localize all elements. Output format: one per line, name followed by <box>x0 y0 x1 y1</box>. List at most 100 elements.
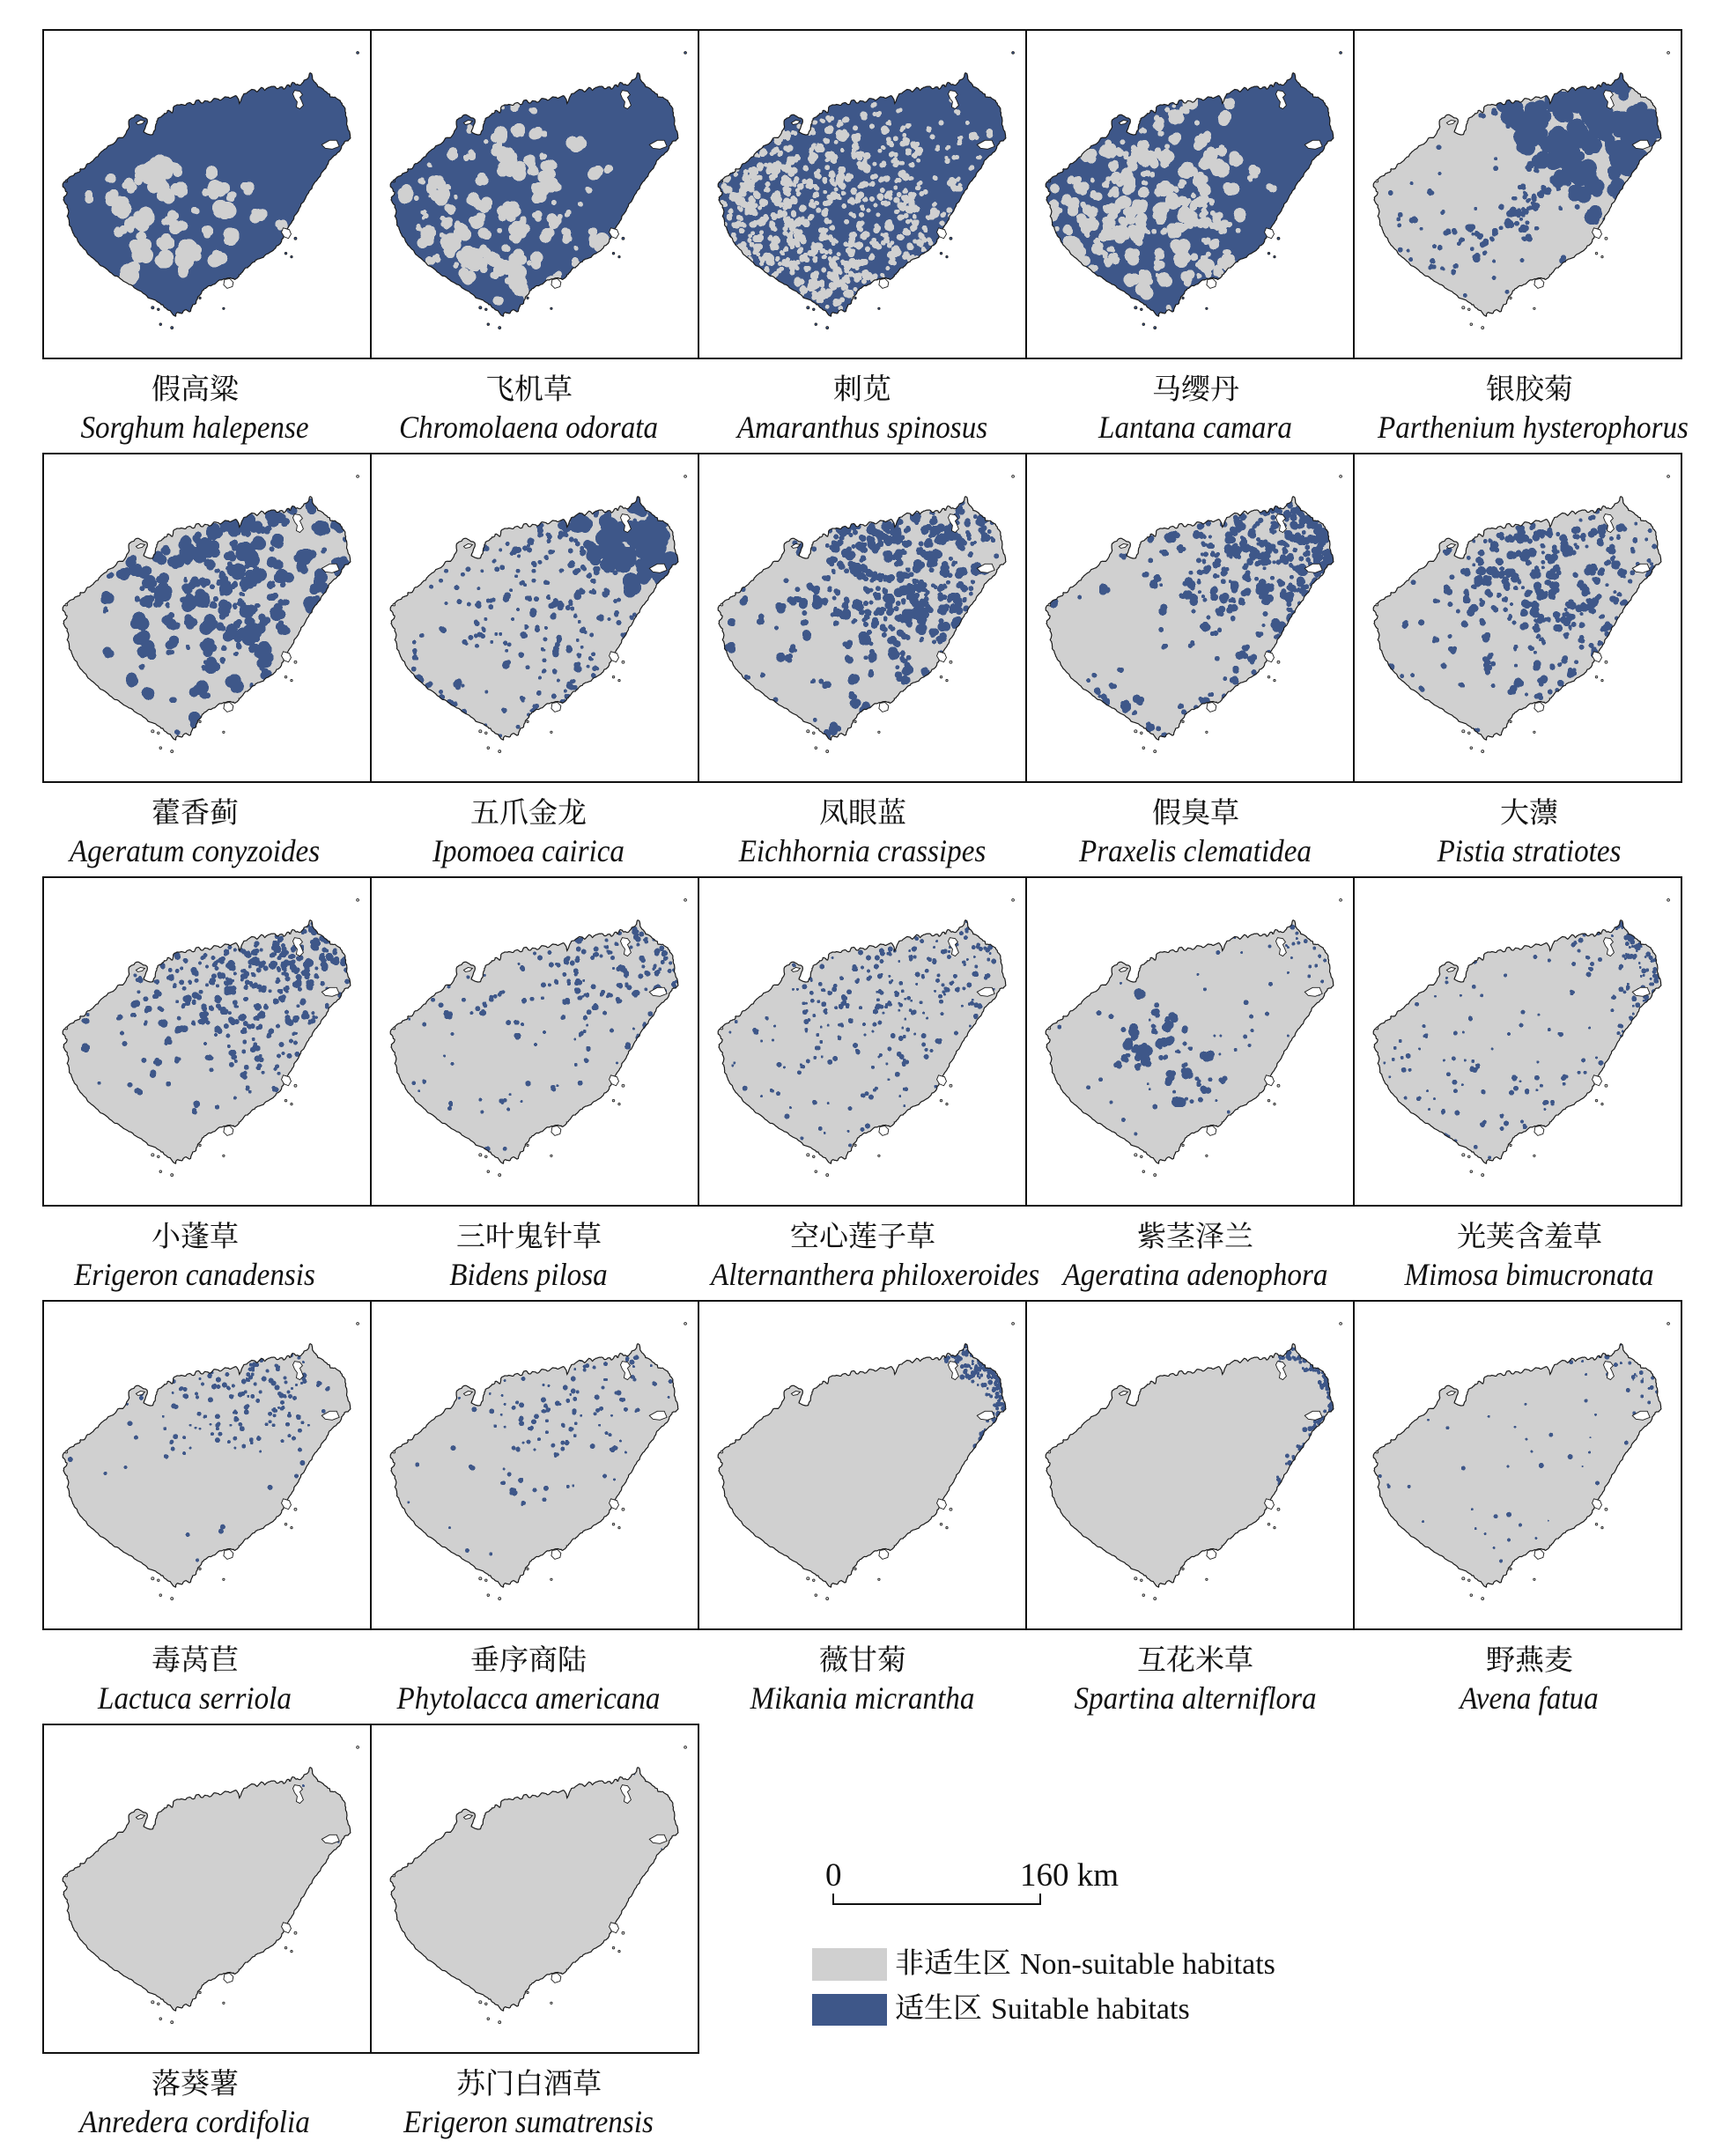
map-cell-6 <box>42 453 372 783</box>
habitat-blobs <box>1046 92 1277 313</box>
species-caption: Alternanthera philoxeroides <box>698 1207 1039 1294</box>
habitat-blobs <box>100 498 351 735</box>
scale-bar-zero-label: 0 <box>825 1857 842 1894</box>
cjk-text-glyphs <box>1152 797 1239 827</box>
species-name-latin: Ageratum conyzoides <box>69 833 321 868</box>
species-name-zh <box>1031 1221 1360 1251</box>
species-caption: Avena fatua <box>1364 1630 1694 1717</box>
species-name-zh <box>364 797 693 827</box>
habitat-map-svg <box>62 1322 359 1601</box>
habitat-map-svg <box>717 1322 1015 1601</box>
species-name-zh <box>698 797 1027 827</box>
legend-label-en-non-suitable: Non-suitable habitats <box>1020 1947 1275 1981</box>
map-cell-13 <box>698 876 1027 1207</box>
cjk-text-glyphs <box>833 373 891 403</box>
species-name-latin: Erigeron sumatrensis <box>403 2104 654 2139</box>
habitat-blobs <box>67 1353 330 1562</box>
habitat-blobs <box>80 921 351 1115</box>
species-name-zh <box>1364 373 1694 403</box>
cjk-text-glyphs <box>1500 797 1558 827</box>
cjk-text-glyphs <box>819 797 906 827</box>
species-name-zh <box>364 2068 693 2098</box>
cjk-text-glyphs <box>1457 1221 1602 1251</box>
species-name-zh <box>30 797 359 827</box>
species-caption: Spartina alterniflora <box>1031 1630 1360 1717</box>
species-name-zh <box>1031 797 1360 827</box>
habitat-map-svg <box>389 1746 687 2025</box>
cjk-text-glyphs <box>470 1644 587 1674</box>
species-name-latin: Anredera cordifolia <box>79 2104 310 2139</box>
species-name-zh <box>364 1644 693 1674</box>
habitat-blobs <box>408 926 678 1152</box>
habitat-map-svg <box>62 1746 359 2025</box>
species-name-latin: Lactuca serriola <box>98 1680 292 1716</box>
cjk-text-glyphs <box>456 2068 602 2098</box>
habitat-map-svg <box>389 475 687 754</box>
habitat-map-svg <box>62 51 359 330</box>
habitat-map-svg <box>1045 51 1342 330</box>
map-cell-16 <box>42 1300 372 1630</box>
habitat-blobs <box>719 97 994 311</box>
habitat-map-svg <box>1045 475 1342 754</box>
species-name-zh <box>30 2068 359 2098</box>
map-cell-19 <box>1025 1300 1355 1630</box>
habitat-blobs <box>1385 508 1658 734</box>
habitat-map-svg <box>389 1322 687 1601</box>
species-caption: Parthenium hysterophorus <box>1364 359 1694 447</box>
map-cell-21 <box>42 1724 372 2054</box>
habitat-map-svg <box>62 475 359 754</box>
map-cell-18 <box>698 1300 1027 1630</box>
species-name-latin: Mimosa bimucronata <box>1404 1257 1654 1292</box>
map-cell-10 <box>1353 453 1682 783</box>
species-name-latin: Parthenium hysterophorus <box>1377 410 1689 445</box>
legend-label-zh-non-suitable <box>895 1947 1011 1982</box>
scale-bar <box>832 1894 1041 1905</box>
habitat-blobs <box>1383 920 1661 1160</box>
species-caption: Eichhornia crassipes <box>698 783 1027 870</box>
map-cell-15 <box>1353 876 1682 1207</box>
legend-label-en-suitable: Suitable habitats <box>991 1993 1190 2026</box>
species-caption: Praxelis clematidea <box>1031 783 1360 870</box>
map-cell-1 <box>42 29 372 359</box>
species-caption: Pistia stratiotes <box>1364 783 1694 870</box>
cjk-text-glyphs <box>470 797 587 827</box>
species-caption: Chromolaena odorata <box>364 359 693 447</box>
species-name-latin: Bidens pilosa <box>449 1257 608 1292</box>
habitat-map-svg <box>389 898 687 1178</box>
cjk-text-glyphs <box>152 1221 239 1251</box>
habitat-blobs <box>1057 924 1327 1136</box>
species-caption: Erigeron canadensis <box>30 1207 359 1294</box>
species-name-latin: Ipomoea cairica <box>432 833 625 868</box>
species-name-latin: Chromolaena odorata <box>398 410 659 445</box>
species-caption: Lantana camara <box>1031 359 1360 447</box>
cjk-text-glyphs <box>819 1644 906 1674</box>
species-name-zh <box>1031 1644 1360 1674</box>
species-name-latin: Lantana camara <box>1098 410 1292 445</box>
species-name-zh <box>1031 373 1360 403</box>
legend-swatch-suitable <box>812 1994 887 2026</box>
cjk-text-glyphs <box>1486 1644 1573 1674</box>
map-cell-14 <box>1025 876 1355 1207</box>
cjk-text-glyphs <box>790 1221 935 1251</box>
cjk-text-glyphs <box>152 373 239 403</box>
habitat-blobs <box>728 920 997 1148</box>
species-name-latin: Mikania micrantha <box>750 1680 975 1716</box>
species-caption: Anredera cordifolia <box>30 2054 359 2141</box>
species-name-zh <box>364 373 693 403</box>
map-cell-17 <box>370 1300 699 1630</box>
species-caption: Ageratina adenophora <box>1031 1207 1360 1294</box>
species-caption: Ipomoea cairica <box>364 783 693 870</box>
scale-bar-distance-label: 160 km <box>1020 1857 1120 1894</box>
cjk-text-glyphs <box>152 2068 239 2098</box>
species-name-zh <box>364 1221 693 1251</box>
legend-swatch-non-suitable <box>812 1948 887 1981</box>
legend-label-suitable: Suitable habitats <box>895 1993 1190 2027</box>
habitat-map-svg <box>1372 1322 1670 1601</box>
species-name-zh <box>30 1644 359 1674</box>
cjk-text-glyphs <box>152 1644 239 1674</box>
habitat-blobs <box>397 100 614 306</box>
species-name-zh <box>30 1221 359 1251</box>
habitat-map-svg <box>1372 898 1670 1178</box>
map-cell-5 <box>1353 29 1682 359</box>
